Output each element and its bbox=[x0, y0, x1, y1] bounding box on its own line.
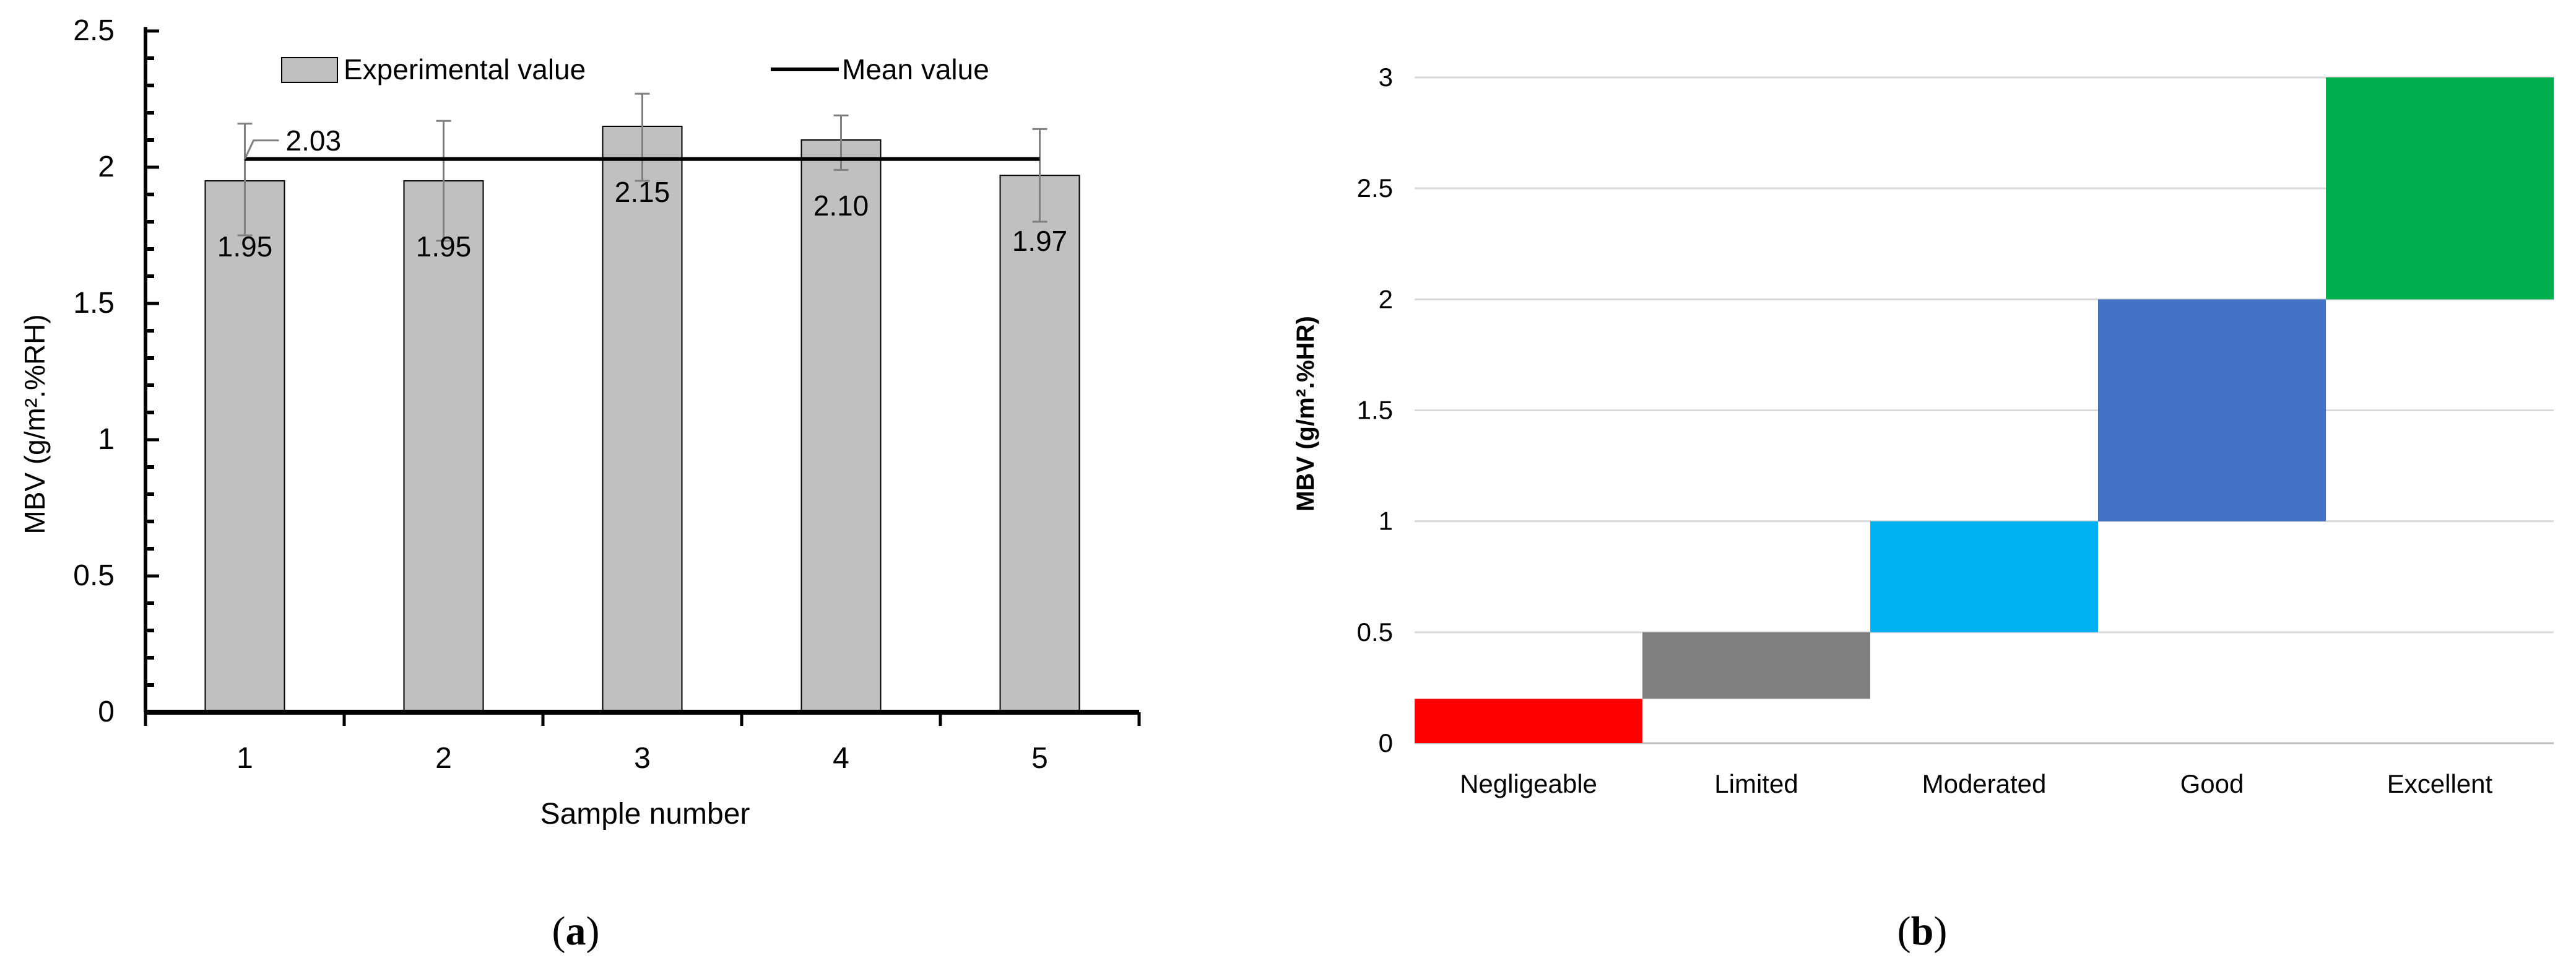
b-y-axis: 0 0.5 1 1.5 2 2.5 3 bbox=[1357, 63, 1393, 757]
b-y-tick-label: 1 bbox=[1379, 507, 1393, 536]
a-x-axis: 1 2 3 4 5 bbox=[144, 710, 1141, 775]
chart-b-mbv-classes: 0 0.5 1 1.5 2 2.5 3 Negligeable Limited Moderate… bbox=[1292, 63, 2554, 954]
b-x-tick-label: Excellent bbox=[2387, 769, 2493, 798]
b-x-tick-label: Good bbox=[2180, 769, 2244, 798]
a-mean-label-leader bbox=[244, 139, 279, 160]
a-error-bar-sample-2 bbox=[436, 120, 451, 242]
a-y-tick-label: 0.5 bbox=[73, 559, 115, 592]
a-bar-sample-2 bbox=[403, 180, 484, 713]
b-y-tick-label: 2.5 bbox=[1357, 173, 1393, 203]
b-x-axis: Negligeable Limited Moderated Good Excellent bbox=[1460, 769, 2492, 798]
b-y-tick-label: 0 bbox=[1379, 728, 1393, 757]
a-error-bar-sample-3 bbox=[635, 92, 650, 182]
a-panel-caption: (a) bbox=[552, 909, 600, 954]
a-value-labels: 1.95 1.95 2.15 2.10 1.97 bbox=[217, 176, 1068, 263]
a-value-label-sample-2: 1.95 bbox=[416, 230, 472, 263]
a-x-tick-label: 2 bbox=[435, 742, 452, 775]
a-error-bar-sample-1 bbox=[237, 123, 253, 237]
a-y-tick-label: 0 bbox=[98, 695, 115, 728]
a-bar-sample-4 bbox=[800, 139, 882, 713]
b-y-tick-label: 1.5 bbox=[1357, 396, 1393, 425]
a-y-axis: 0 0.5 1 1.5 2 2.5 bbox=[73, 14, 159, 728]
b-range-bars bbox=[1415, 77, 2554, 743]
a-error-bar-sample-5 bbox=[1032, 128, 1047, 223]
a-x-tick-label: 4 bbox=[833, 742, 849, 775]
a-legend-swatch-experimental bbox=[281, 57, 338, 83]
b-y-axis-title: MBV (g/m².%HR) bbox=[1292, 316, 1319, 512]
a-y-tick-label: 1 bbox=[98, 423, 115, 456]
b-y-tick-label: 0.5 bbox=[1357, 617, 1393, 647]
a-x-tick-label: 1 bbox=[236, 742, 253, 775]
a-legend-label-mean: Mean value bbox=[842, 53, 989, 85]
b-range-bar-good bbox=[2098, 299, 2326, 521]
a-bar-sample-1 bbox=[204, 180, 285, 713]
a-y-tick-label: 1.5 bbox=[73, 287, 115, 320]
a-value-label-sample-1: 1.95 bbox=[217, 230, 273, 263]
a-bars bbox=[204, 126, 1080, 713]
b-range-bar-moderated bbox=[1870, 521, 2098, 632]
b-x-tick-label: Limited bbox=[1714, 769, 1798, 798]
a-y-tick-label: 2.5 bbox=[73, 14, 115, 47]
chart-a-mbv-samples: 2.03 1.95 1.95 2.15 2.10 1.97 0 0.5 1 1.5 2 2.5 1… bbox=[19, 14, 1141, 954]
b-y-tick-label: 3 bbox=[1379, 63, 1393, 92]
a-bar-sample-3 bbox=[602, 126, 683, 713]
b-x-tick-label: Moderated bbox=[1922, 769, 2047, 798]
a-x-axis-title: Sample number bbox=[540, 798, 750, 831]
b-range-bar-excellent bbox=[2326, 77, 2554, 300]
a-mean-value-label: 2.03 bbox=[286, 124, 342, 157]
a-legend-label-experimental: Experimental value bbox=[344, 53, 586, 85]
a-x-tick-label: 3 bbox=[634, 742, 651, 775]
b-range-bar-limited bbox=[1642, 632, 1870, 699]
a-x-tick-label: 5 bbox=[1031, 742, 1048, 775]
b-range-bar-negligeable bbox=[1415, 699, 1642, 743]
a-y-axis-title: MBV (g/m².%RH) bbox=[19, 314, 51, 534]
a-value-label-sample-3: 2.15 bbox=[615, 176, 670, 208]
b-x-tick-label: Negligeable bbox=[1460, 769, 1597, 798]
a-y-tick-label: 2 bbox=[98, 150, 115, 183]
a-value-label-sample-5: 1.97 bbox=[1012, 225, 1068, 257]
a-legend: Experimental value Mean value bbox=[281, 53, 989, 85]
b-panel-caption: (b) bbox=[1897, 909, 1948, 954]
a-value-label-sample-4: 2.10 bbox=[813, 190, 869, 222]
b-y-tick-label: 2 bbox=[1379, 284, 1393, 313]
